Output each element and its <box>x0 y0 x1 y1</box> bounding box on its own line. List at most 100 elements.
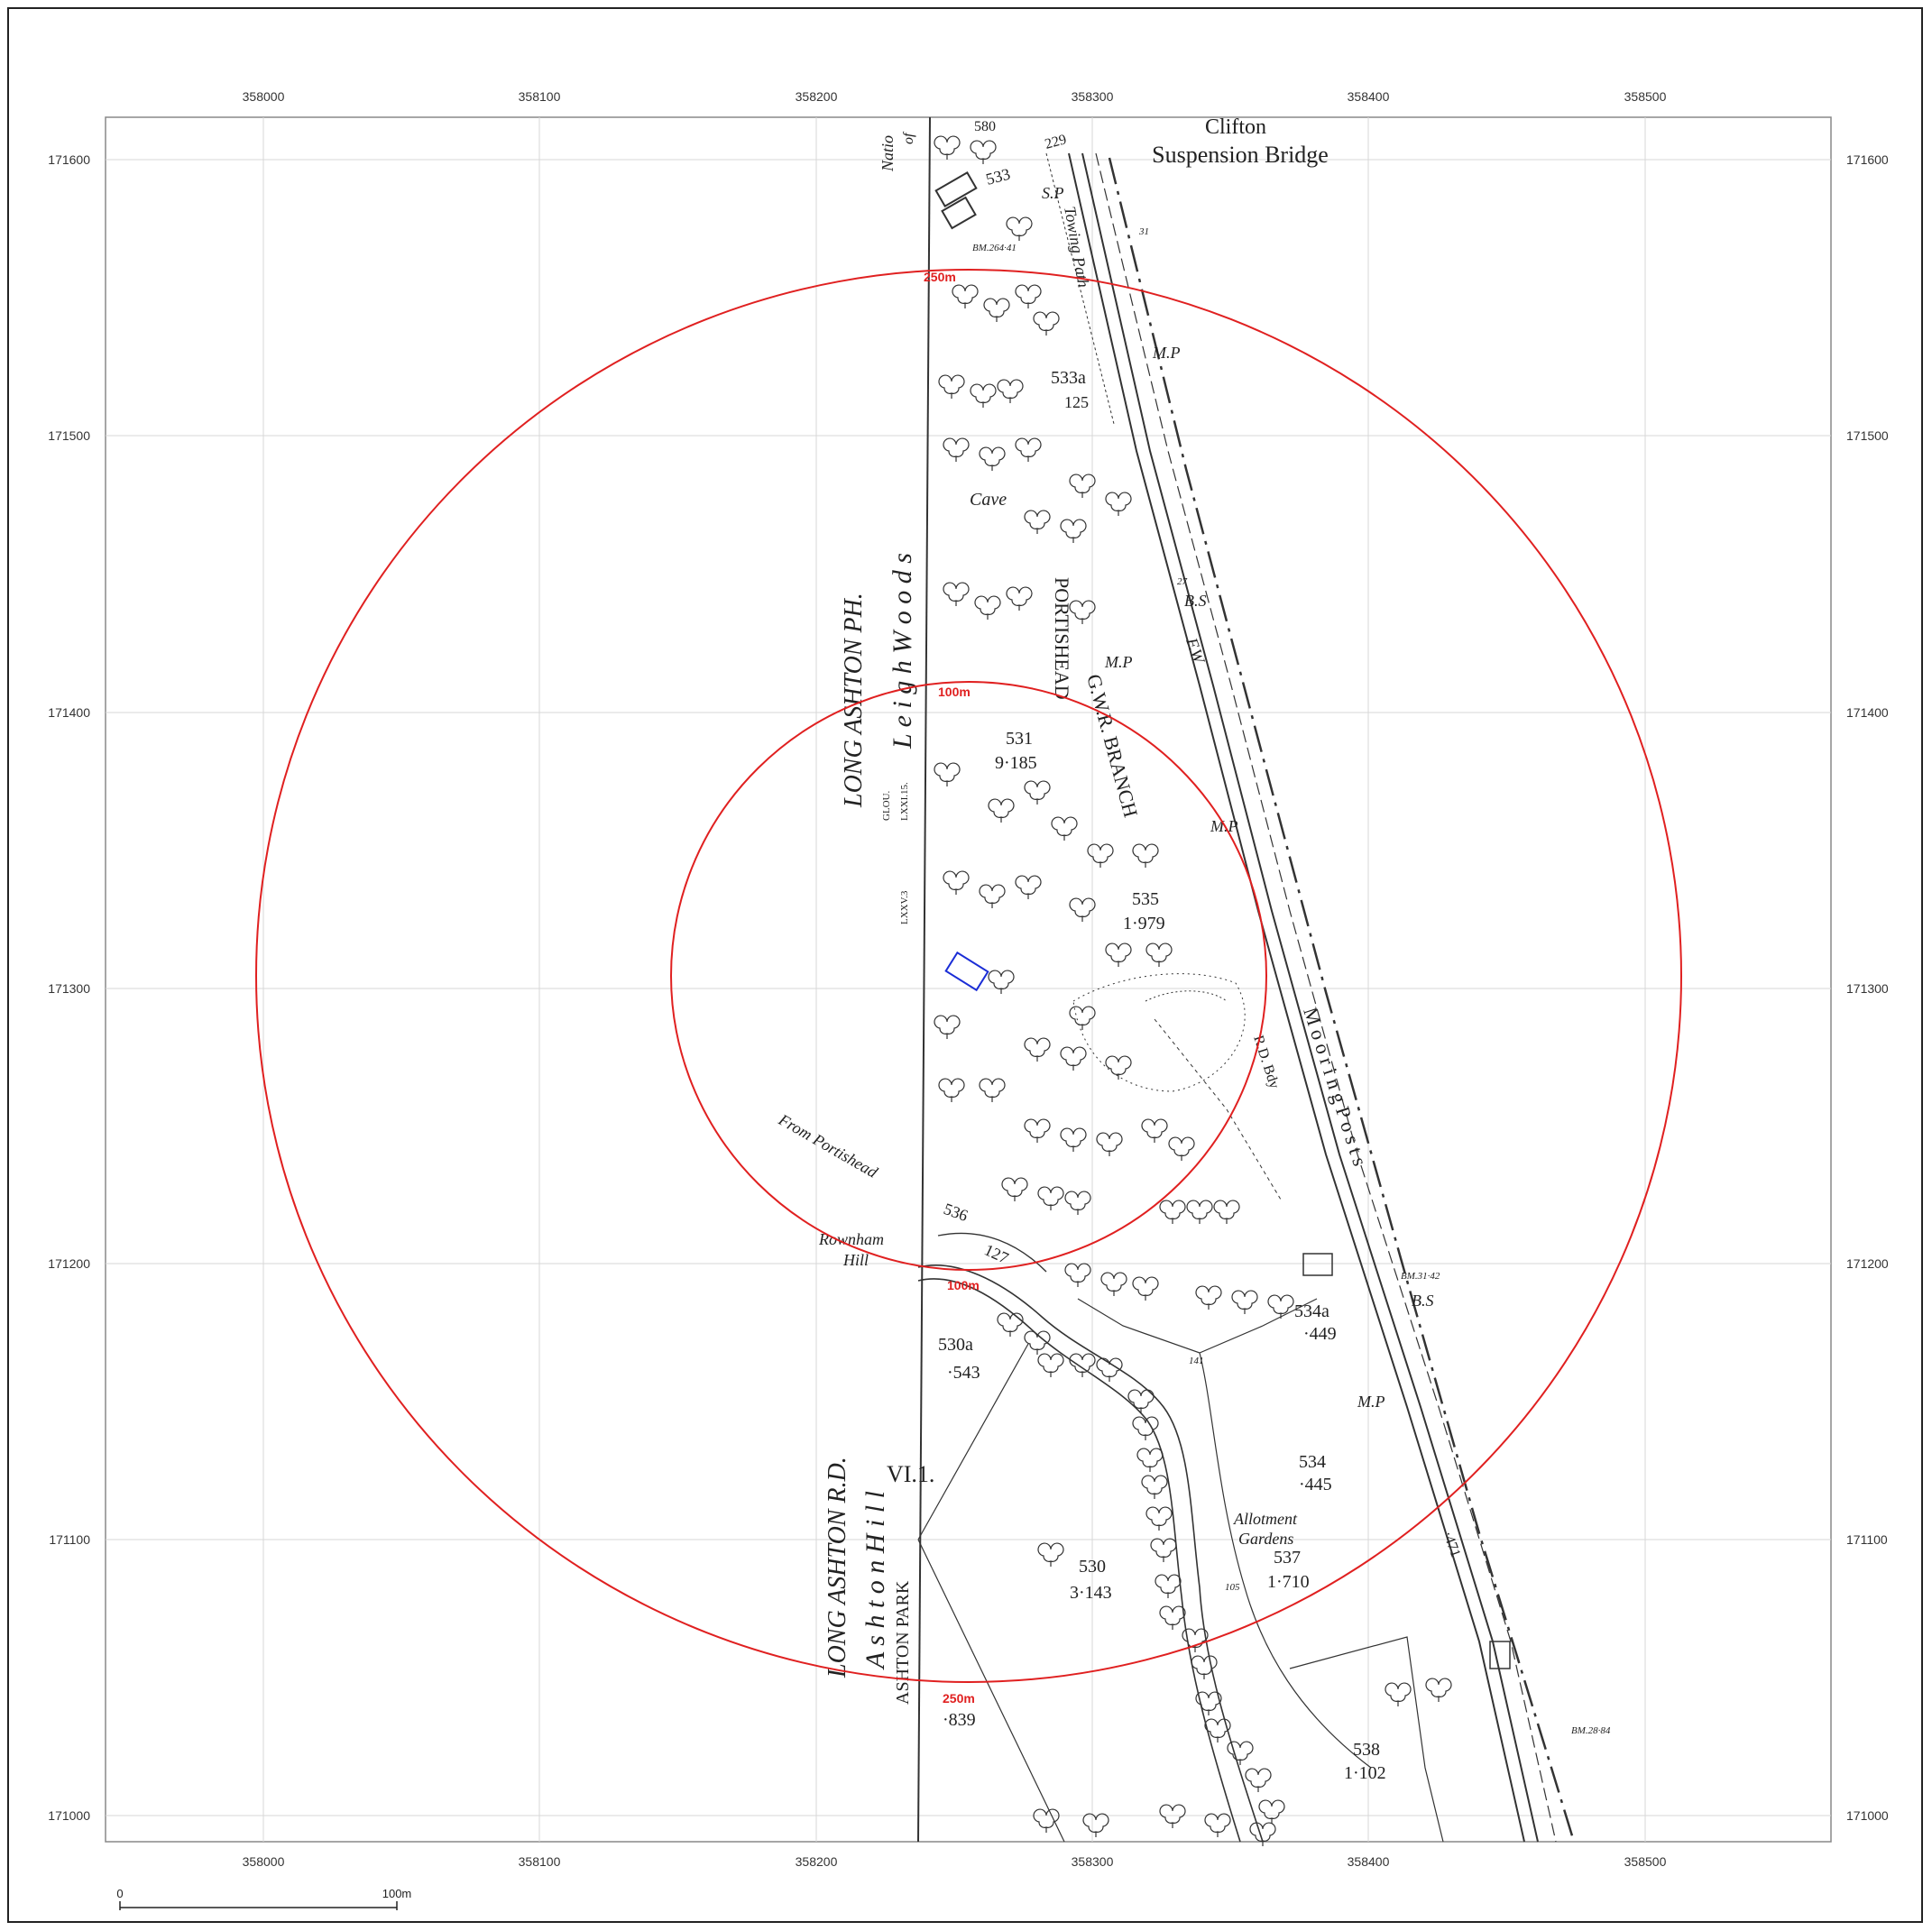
tree-symbol <box>1024 510 1051 534</box>
field-boundary <box>917 1343 1029 1540</box>
tree-symbol <box>1132 1416 1159 1440</box>
parcel-area: 1·710 <box>1267 1572 1310 1592</box>
tree-symbol <box>952 284 979 308</box>
site-boundary-marker[interactable] <box>944 951 989 992</box>
tree-symbol <box>1033 311 1060 336</box>
x-tick-label: 358200 <box>796 89 838 104</box>
tree-symbol <box>1015 437 1042 462</box>
map-panel <box>105 116 1832 1843</box>
tree-symbol <box>970 140 997 164</box>
y-tick-label: 171600 <box>48 152 90 167</box>
parcel-area: 1·979 <box>1123 914 1165 933</box>
parcel-number: 531 <box>1006 729 1033 749</box>
ring-label-outer-bottom: 250m <box>943 1691 975 1706</box>
tree-symbol <box>1037 1353 1064 1377</box>
scale-label-start: 0 <box>116 1887 123 1900</box>
y-tick-labels-right: 171600 171500 171400 171300 171200 17110… <box>1846 152 1889 1823</box>
y-tick-label: 171500 <box>48 428 90 443</box>
parcel-area: ·449 <box>1303 1324 1337 1344</box>
label-mp: M.P <box>1357 1393 1385 1411</box>
tree-symbol <box>1159 1605 1186 1630</box>
tree-symbol <box>1006 586 1033 611</box>
tree-symbol <box>1132 1276 1159 1301</box>
tree-symbol <box>1069 1353 1096 1377</box>
railway-line-east <box>1081 152 1539 1843</box>
label-lxxv3: LXXV.3 <box>899 890 910 924</box>
tree-symbol <box>1069 897 1096 922</box>
road-edge-1 <box>917 1264 1264 1843</box>
label-ashton-park: ASHTON PARK <box>893 1580 913 1705</box>
parcel-number: 534 <box>1299 1452 1326 1472</box>
x-tick-label: 358300 <box>1072 1854 1114 1869</box>
tree-symbol <box>1159 1200 1186 1224</box>
buffer-ring-inner <box>670 681 1267 1271</box>
label-lxxi15: LXXI.15. <box>899 782 910 821</box>
tree-symbol <box>983 298 1010 322</box>
x-tick-label: 358100 <box>519 89 561 104</box>
y-tick-label: 171400 <box>1846 705 1889 720</box>
ring-label-outer-top: 250m <box>924 270 956 284</box>
parcel-area: 229 <box>1044 132 1069 152</box>
parcel-number: 538 <box>1353 1740 1380 1760</box>
y-tick-label: 171100 <box>49 1532 90 1547</box>
tree-symbol <box>1069 600 1096 624</box>
y-tick-label: 171200 <box>48 1256 90 1271</box>
tree-symbol <box>1064 1191 1091 1215</box>
x-tick-label: 358000 <box>243 89 285 104</box>
spot-height: 31 <box>1138 226 1149 237</box>
parcel-number: 535 <box>1132 889 1159 909</box>
field-boundary <box>917 1539 1065 1843</box>
buffer-ring-outer <box>255 269 1682 1683</box>
label-bs: B.S <box>1412 1292 1434 1310</box>
tree-symbol <box>1213 1200 1240 1224</box>
road-curve <box>937 1232 1047 1273</box>
tree-symbol <box>943 437 970 462</box>
y-tick-label: 171300 <box>1846 981 1889 996</box>
tree-symbol <box>1051 816 1078 841</box>
grid-lines <box>106 117 1831 1842</box>
tree-symbol <box>1069 474 1096 498</box>
tree-symbol <box>938 374 965 399</box>
parcel-number: 533a <box>1051 368 1086 388</box>
label-bm: BM.264·41 <box>972 243 1017 253</box>
tree-symbol <box>974 595 1001 620</box>
tree-symbol <box>988 970 1015 994</box>
x-tick-label: 358100 <box>519 1854 561 1869</box>
y-tick-label: 171600 <box>1846 152 1889 167</box>
x-tick-label: 358500 <box>1624 1854 1667 1869</box>
allotment-boundary <box>1289 1636 1444 1843</box>
x-tick-label: 358300 <box>1072 89 1114 104</box>
label-portishead: PORTISHEAD <box>1051 577 1073 700</box>
tree-symbol <box>1425 1678 1452 1702</box>
building <box>1302 1253 1333 1276</box>
buffer-rings <box>255 269 1682 1683</box>
tree-symbol <box>1033 1808 1060 1833</box>
label-suspension-bridge: Suspension Bridge <box>1152 142 1329 168</box>
quarry-hachure <box>1145 990 1228 1002</box>
tree-symbol <box>1145 1506 1173 1531</box>
tree-symbol <box>1145 943 1173 967</box>
tree-symbol <box>1150 1538 1177 1562</box>
label-allotment: Allotment <box>1233 1510 1298 1528</box>
tree-symbol <box>1037 1186 1064 1210</box>
parcel-area: ·445 <box>1299 1475 1332 1494</box>
tree-symbol <box>1096 1357 1123 1382</box>
tree-symbol <box>1155 1574 1182 1598</box>
tree-symbol <box>1060 1127 1087 1152</box>
label-glou: GLOU. <box>881 790 892 821</box>
tree-symbol <box>934 762 961 786</box>
quarry-hachure <box>1072 973 1246 1092</box>
label-of: of <box>901 131 916 144</box>
map-frame <box>7 7 1923 1923</box>
tree-symbol <box>934 1015 961 1039</box>
tree-symbol <box>1015 284 1042 308</box>
label-clifton: Clifton <box>1205 115 1266 139</box>
tree-symbol <box>938 1078 965 1102</box>
tree-symbol <box>988 798 1015 823</box>
parcel-area: ·839 <box>943 1710 976 1730</box>
tree-symbol <box>1001 1177 1028 1201</box>
parcel-number: 530a <box>938 1335 973 1355</box>
y-tick-label: 171300 <box>48 981 90 996</box>
mean-water-line <box>1108 157 1576 1843</box>
